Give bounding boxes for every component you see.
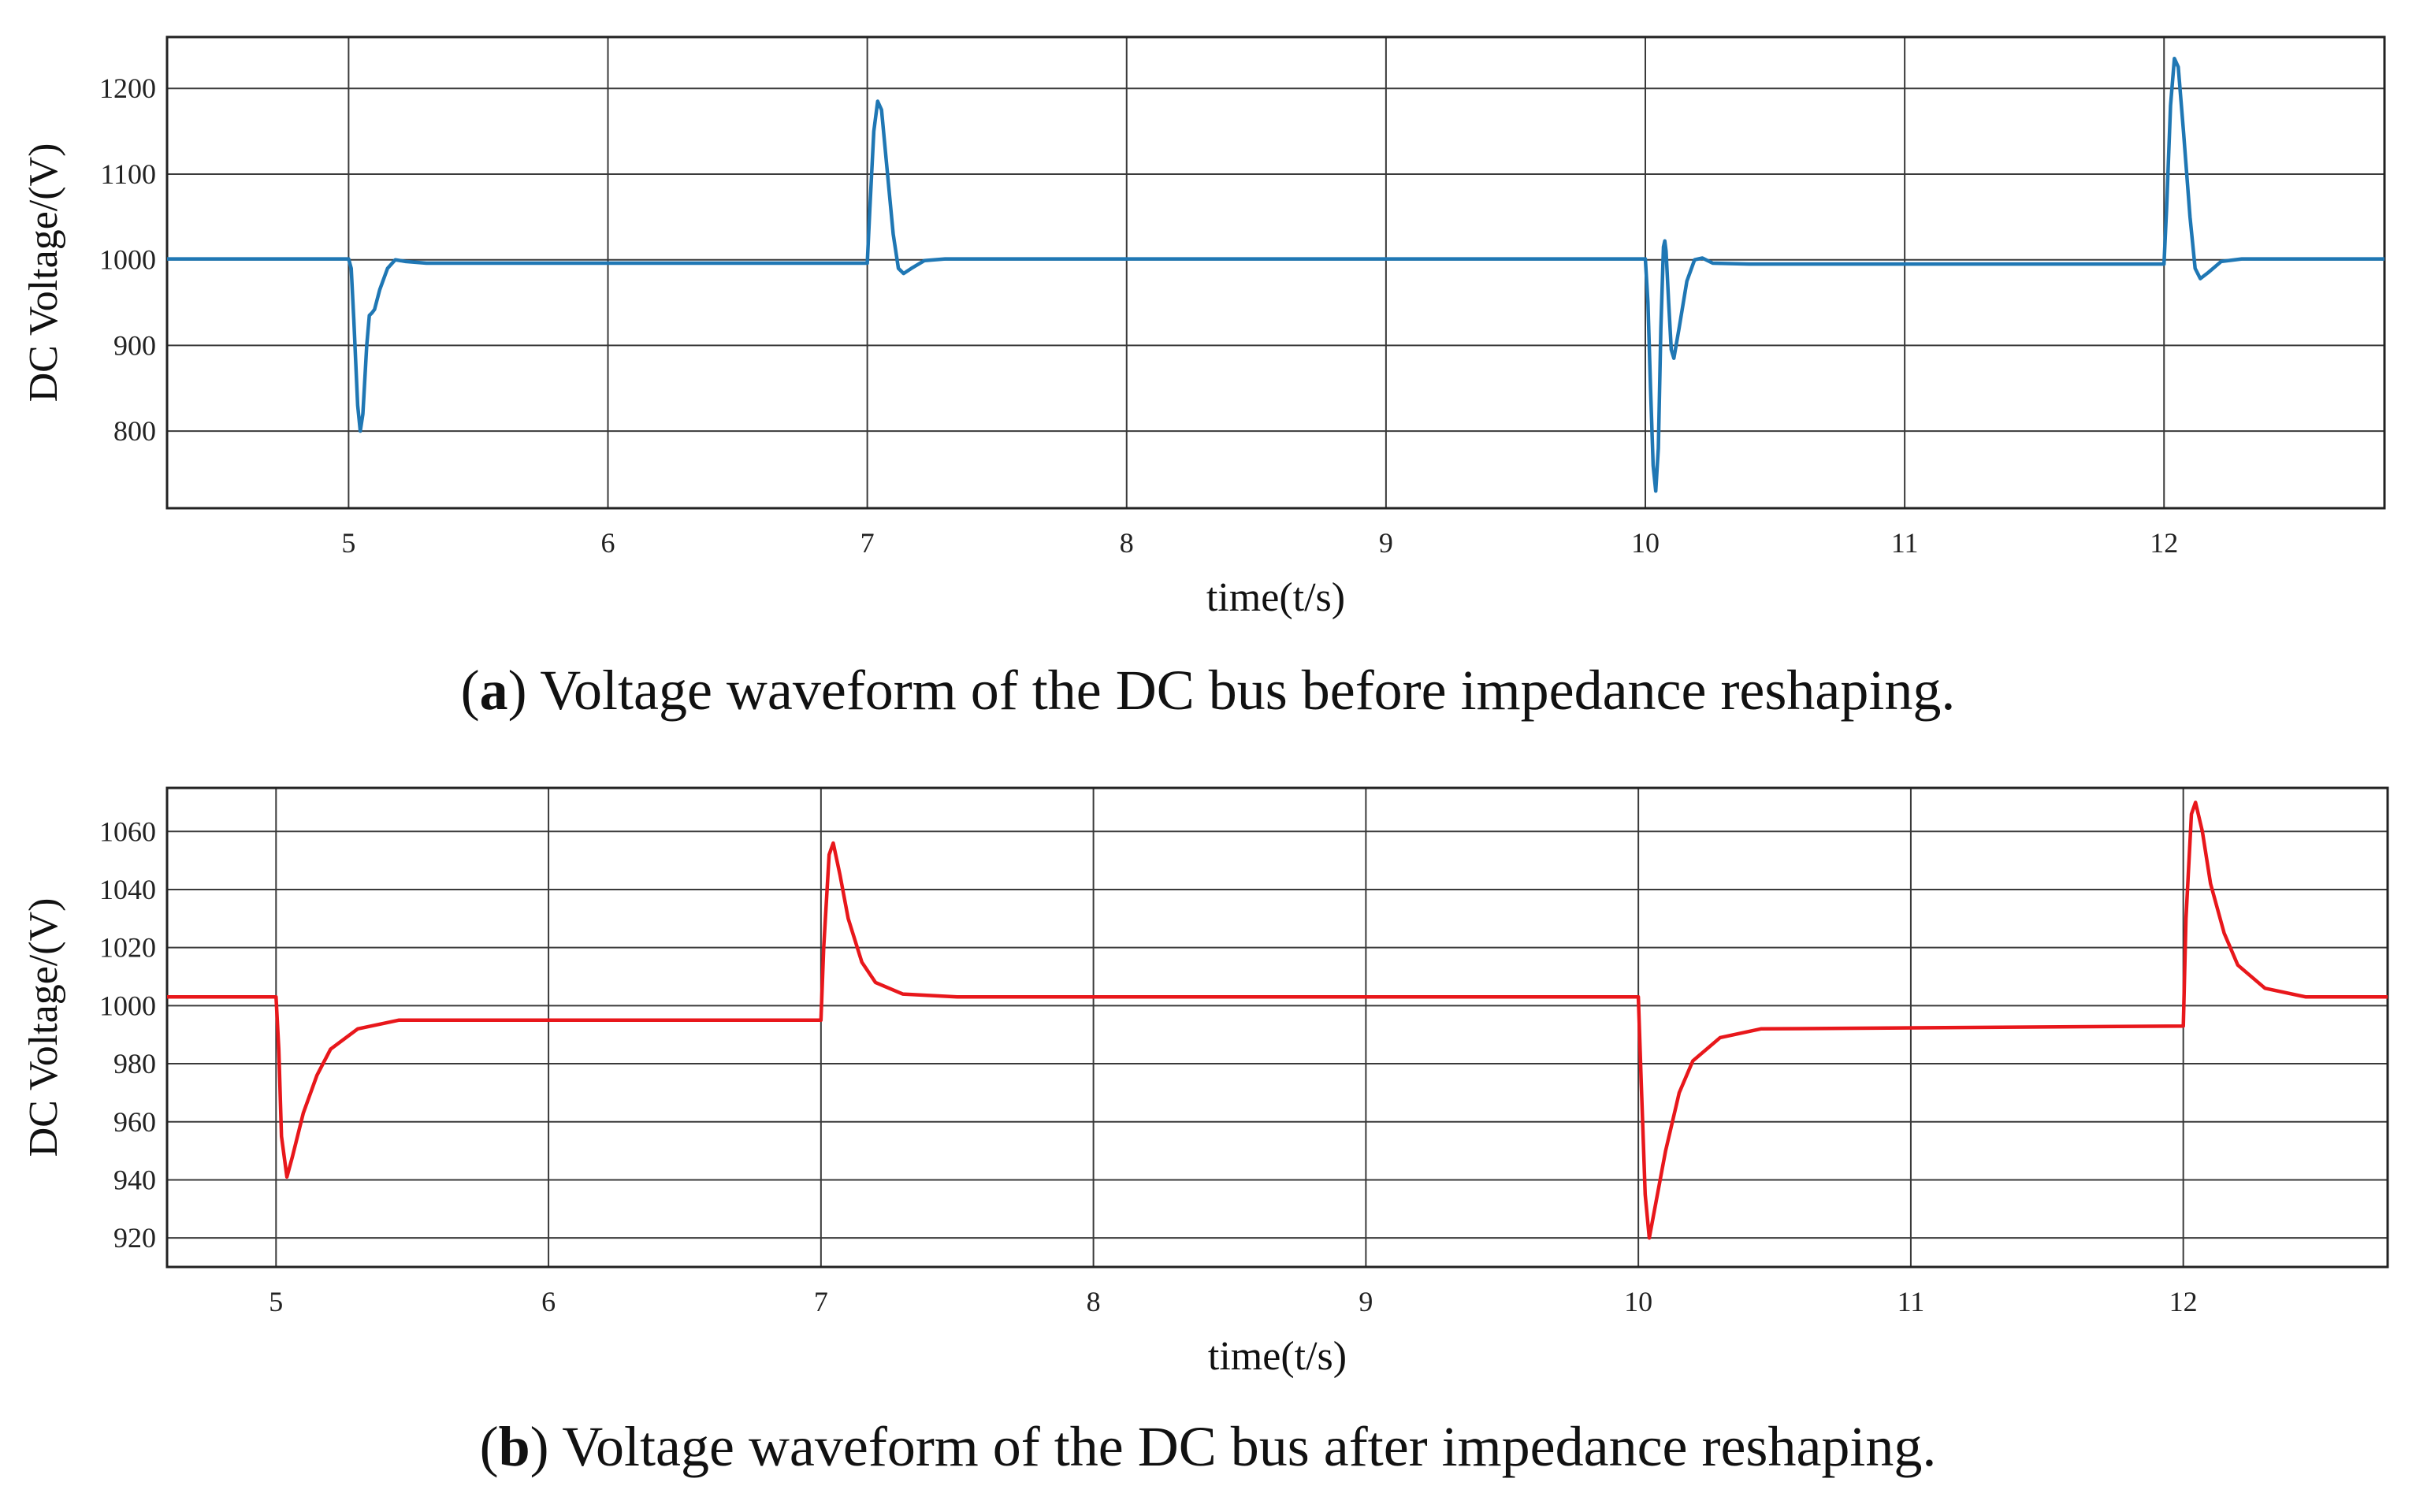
caption-b-letter: b — [498, 1415, 530, 1478]
y-axis-label: DC Voltage/(V) — [21, 143, 66, 403]
y-tick-label: 1040 — [99, 874, 156, 905]
caption-b-open: ( — [479, 1415, 499, 1478]
x-tick-label: 11 — [1897, 1286, 1925, 1317]
x-tick-label: 9 — [1379, 527, 1393, 559]
y-tick-label: 920 — [113, 1222, 156, 1254]
x-axis-label: time(t/s) — [1206, 575, 1345, 620]
x-tick-label: 5 — [269, 1286, 283, 1317]
y-tick-label: 1000 — [99, 244, 156, 276]
chart-panel-b: 5 6 7 8 9 10 11 12 920 940 960 980 1000 1020 1040 1060 t… — [21, 786, 2389, 1379]
plot-area — [167, 37, 2384, 508]
x-tick-label: 7 — [814, 1286, 828, 1317]
y-tick-label: 800 — [113, 415, 156, 447]
x-tick-label: 10 — [1624, 1286, 1652, 1317]
plot-frame — [165, 786, 2389, 1269]
x-tick-label: 9 — [1359, 1286, 1373, 1317]
plot-frame — [165, 35, 2386, 510]
caption-a-letter: a — [479, 659, 508, 722]
x-tick-label: 5 — [341, 527, 355, 559]
y-tick-label: 980 — [113, 1048, 156, 1079]
y-tick-label: 940 — [113, 1164, 156, 1195]
caption-a: (a) Voltage waveform of the DC bus befor… — [0, 658, 2416, 723]
y-tick-label: 1020 — [99, 932, 156, 964]
voltage-series-line — [167, 801, 2388, 1240]
x-tick-label: 7 — [860, 527, 875, 559]
voltage-series-line — [167, 56, 2384, 493]
x-tick-label: 10 — [1631, 527, 1660, 559]
caption-a-text: ) Voltage waveform of the DC bus before … — [507, 659, 1956, 722]
x-tick-label: 6 — [541, 1286, 556, 1317]
y-axis-label: DC Voltage/(V) — [21, 898, 66, 1157]
x-tick-label: 6 — [601, 527, 615, 559]
y-tick-label: 1000 — [99, 990, 156, 1021]
x-tick-label: 8 — [1120, 527, 1134, 559]
x-axis-label: time(t/s) — [1208, 1334, 1347, 1379]
y-tick-label: 960 — [113, 1106, 156, 1138]
x-tick-label: 12 — [2169, 1286, 2198, 1317]
caption-b-text: ) Voltage waveform of the DC bus after i… — [530, 1415, 1937, 1478]
y-tick-label: 1100 — [100, 158, 156, 190]
chart-panel-a: 5 6 7 8 9 10 11 12 800 900 1000 1100 1200 time(t/s) DC… — [21, 35, 2386, 620]
y-tick-label: 1060 — [99, 815, 156, 847]
y-tick-label: 1200 — [99, 72, 156, 104]
x-tick-label: 12 — [2150, 527, 2178, 559]
y-tick-label: 900 — [113, 329, 156, 361]
x-tick-label: 11 — [1891, 527, 1919, 559]
caption-a-open: ( — [460, 659, 480, 722]
x-tick-label: 8 — [1087, 1286, 1101, 1317]
caption-b: (b) Voltage waveform of the DC bus after… — [0, 1414, 2416, 1480]
